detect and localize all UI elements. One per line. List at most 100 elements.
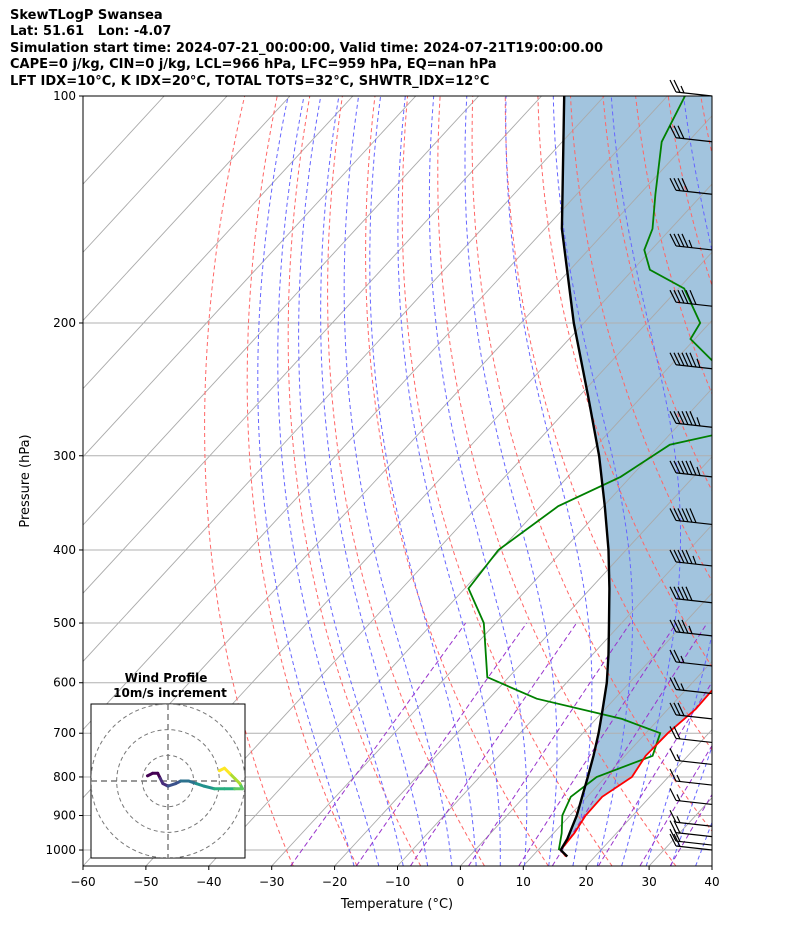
wind-barb-flag — [673, 549, 681, 563]
wind-barb — [669, 768, 713, 786]
wind-barb — [669, 809, 713, 827]
wind-barb-shaft — [675, 245, 713, 251]
y-tick-label: 1000 — [45, 843, 76, 857]
x-tick-label: −30 — [259, 875, 284, 889]
wind-barb-flag — [669, 828, 677, 842]
mixing-ratio-line — [290, 622, 467, 866]
x-tick-label: 10 — [516, 875, 531, 889]
wind-barb — [669, 79, 713, 97]
wind-barb-half-flag — [692, 555, 697, 565]
wind-barb-flag — [677, 508, 685, 522]
wind-barb-flag — [669, 649, 677, 663]
wind-barb — [669, 178, 713, 195]
parcel-path-line — [559, 96, 611, 858]
wind-barb — [669, 460, 713, 478]
wind-barb-shaft — [675, 759, 713, 766]
wind-barb-shaft — [675, 631, 713, 637]
wind-barb — [669, 289, 713, 307]
wind-barb-shaft — [675, 832, 713, 838]
wind-barb — [669, 833, 713, 851]
isotherms — [83, 96, 712, 866]
wind-barb-flag — [681, 586, 689, 601]
wind-barb-shaft — [675, 364, 713, 370]
y-tick-label: 500 — [53, 616, 76, 630]
isotherm — [83, 96, 228, 253]
wind-barb-flag — [673, 586, 681, 600]
x-tick-label: 0 — [457, 875, 465, 889]
wind-barb-flag — [681, 460, 689, 475]
wind-barb-flag — [689, 289, 697, 305]
isotherm — [208, 319, 712, 866]
moist-adiabat — [552, 96, 633, 866]
wind-barb-flag — [673, 460, 681, 474]
y-tick-label: 400 — [53, 543, 76, 557]
header-indices: LFT IDX=10°C, K IDX=20°C, TOTAL TOTS=32°… — [10, 73, 490, 89]
wind-barb-shaft — [675, 688, 713, 695]
wind-barb-shaft — [675, 91, 713, 97]
wind-barb-flag — [677, 289, 685, 304]
wind-barb — [669, 352, 713, 370]
x-tick-label: −50 — [133, 875, 158, 889]
y-tick-label: 300 — [53, 449, 76, 463]
isotherm — [522, 660, 712, 866]
dry-adiabat — [504, 96, 712, 751]
wind-barb — [669, 649, 713, 667]
wind-barb-half-flag — [688, 239, 693, 248]
wind-barb-shaft — [675, 714, 713, 720]
profile-lines — [467, 96, 712, 858]
dry-adiabat — [602, 96, 712, 492]
wind-barb-half-flag — [676, 794, 681, 802]
wind-barb-shaft — [675, 598, 713, 604]
y-tick-label: 700 — [53, 726, 76, 740]
wind-barb-flag — [677, 125, 685, 139]
moist-adiabat — [277, 96, 380, 866]
isotherm — [83, 96, 542, 594]
wind-barb-shaft — [675, 799, 713, 806]
wind-barb-flag — [677, 586, 685, 600]
x-tick-label: −10 — [385, 875, 410, 889]
header-station: SkewTLogP Swansea — [10, 8, 163, 23]
wind-barb-shaft — [675, 780, 713, 786]
wind-barb-flag — [677, 549, 685, 564]
wind-barb-shaft — [675, 301, 713, 307]
dry-adiabat — [401, 96, 613, 866]
hodograph-segment — [202, 784, 216, 791]
y-axis-label: Pressure (hPa) — [18, 434, 33, 527]
wind-barb-flag — [677, 411, 685, 425]
wind-barb-flag — [677, 352, 685, 366]
wind-barb — [669, 508, 713, 526]
dry-adiabat — [537, 96, 712, 668]
isotherm — [397, 524, 712, 866]
isotherm — [83, 96, 480, 526]
mixing-ratio-line — [409, 622, 578, 866]
wind-barb-flag — [669, 233, 677, 247]
wind-barb-half-flag — [676, 816, 681, 823]
wind-barb-flag — [669, 508, 677, 521]
wind-barb-flag — [673, 352, 681, 366]
wind-barb-flag — [673, 233, 681, 247]
wind-barb-flag — [685, 411, 693, 426]
wind-barbs — [669, 79, 713, 851]
wind-barb-shaft — [675, 422, 713, 428]
wind-barb-flag — [669, 549, 677, 563]
mixing-ratio-line — [639, 744, 712, 866]
dewpoint-line — [467, 96, 712, 851]
x-axis-ticks: −60 −50 −40 −30 −20 −10 0 10 20 30 40 — [70, 866, 720, 889]
y-tick-label: 900 — [53, 809, 76, 823]
hodograph-inset: Wind Profile 10m/s increment — [90, 671, 246, 859]
hodograph-title: Wind Profile — [125, 671, 208, 685]
wind-barb-flag — [669, 820, 677, 833]
wind-barb — [669, 702, 713, 720]
header-cape: CAPE=0 j/kg, CIN=0 j/kg, LCL=966 hPa, LF… — [10, 57, 497, 73]
wind-barb-shaft — [675, 821, 713, 827]
x-tick-label: 20 — [579, 875, 594, 889]
wind-barb-flag — [669, 748, 677, 761]
mixing-ratio-lines — [290, 622, 712, 866]
x-tick-label: −20 — [322, 875, 347, 889]
moist-adiabat — [645, 96, 712, 866]
dry-adiabat — [437, 96, 677, 866]
wind-barb — [669, 125, 713, 143]
wind-barb-flag — [685, 586, 693, 601]
wind-barb-flag — [681, 549, 689, 564]
